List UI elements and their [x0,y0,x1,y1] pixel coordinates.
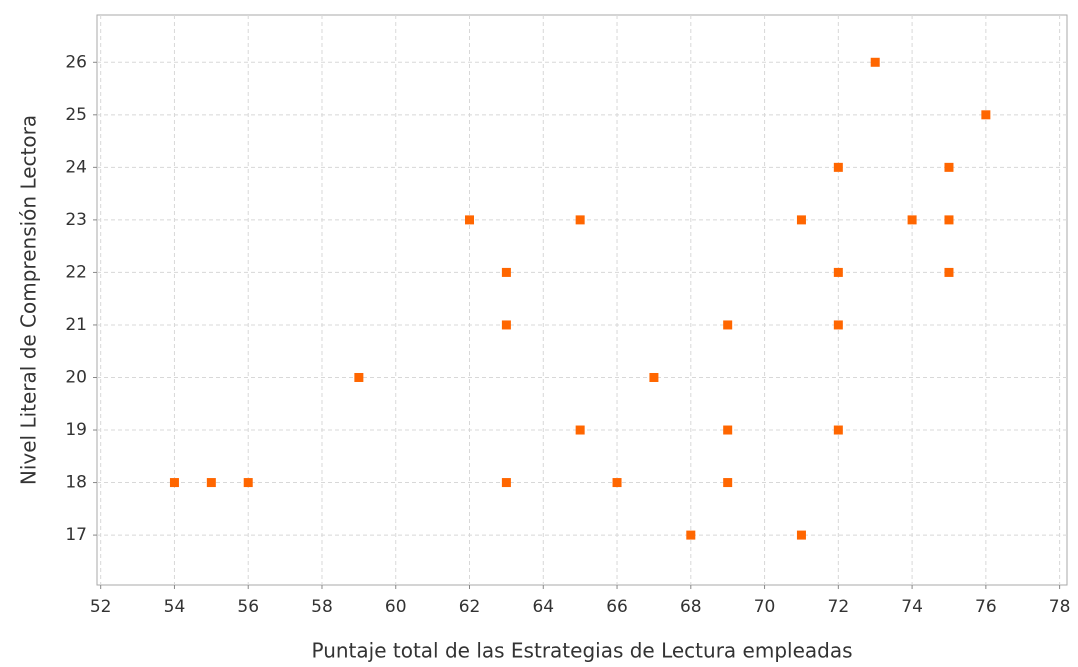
point [465,215,475,225]
point [723,425,733,435]
point [833,425,843,435]
point [944,162,954,172]
point [944,215,954,225]
x-tick-label: 54 [164,597,186,617]
x-tick-label: 60 [385,597,407,617]
point [501,320,511,330]
point [907,215,917,225]
y-tick-label: 26 [65,52,87,72]
y-tick-label: 25 [65,105,87,125]
point [575,425,585,435]
point [501,478,511,488]
point [206,478,216,488]
point [833,162,843,172]
x-tick-label: 72 [828,597,850,617]
y-tick-label: 18 [65,473,87,493]
plot-area [96,14,1068,586]
point [686,530,696,540]
point [723,320,733,330]
x-axis-label: Puntaje total de las Estrategias de Lect… [312,639,853,663]
x-tick-label: 66 [606,597,628,617]
x-tick-label: 52 [90,597,112,617]
x-tick-label: 62 [459,597,481,617]
point [944,267,954,277]
x-tick-label: 68 [680,597,702,617]
x-tick-label: 74 [901,597,923,617]
x-tick-label: 78 [1049,597,1071,617]
point [612,478,622,488]
y-axis-label: Nivel Literal de Comprensión Lectora [17,115,41,485]
point [723,478,733,488]
x-tick-label: 76 [975,597,997,617]
point [501,267,511,277]
point [981,110,991,120]
point [870,57,880,67]
point [833,320,843,330]
y-tick-label: 17 [65,525,87,545]
point [796,530,806,540]
point [649,372,659,382]
x-tick-label: 58 [311,597,333,617]
point [243,478,253,488]
y-tick-label: 20 [65,367,87,387]
point [796,215,806,225]
x-tick-label: 56 [237,597,259,617]
x-tick-label: 70 [754,597,776,617]
y-tick-label: 21 [65,315,87,335]
point [169,478,179,488]
point [833,267,843,277]
point [354,372,364,382]
point [575,215,585,225]
y-tick-label: 24 [65,157,87,177]
y-tick-label: 23 [65,210,87,230]
x-tick-label: 64 [532,597,554,617]
y-tick-label: 22 [65,262,87,282]
y-tick-label: 19 [65,420,87,440]
